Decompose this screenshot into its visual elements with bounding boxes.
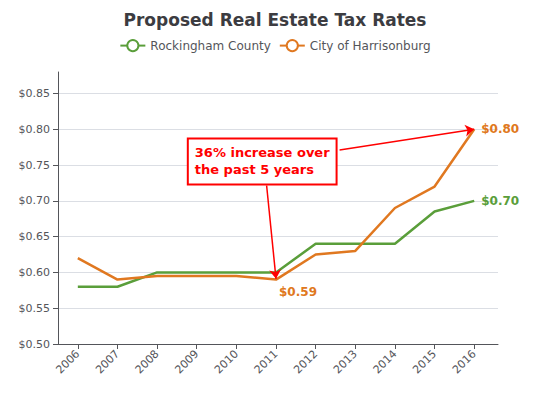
svg-text:$0.59: $0.59 [279, 285, 317, 299]
svg-text:2008: 2008 [133, 347, 162, 376]
svg-text:$0.85: $0.85 [19, 87, 51, 100]
svg-text:2006: 2006 [53, 347, 82, 376]
svg-text:$0.65: $0.65 [19, 230, 51, 243]
svg-text:2013: 2013 [331, 347, 360, 376]
svg-text:2011: 2011 [252, 347, 281, 376]
svg-text:the past 5 years: the past 5 years [195, 162, 314, 177]
svg-text:2014: 2014 [371, 347, 400, 376]
svg-text:2009: 2009 [172, 347, 201, 376]
svg-text:2016: 2016 [450, 347, 479, 376]
svg-text:$0.50: $0.50 [19, 338, 51, 351]
svg-text:2007: 2007 [93, 347, 122, 376]
svg-text:City of Harrisonburg: City of Harrisonburg [310, 39, 431, 53]
svg-text:$0.55: $0.55 [19, 302, 51, 315]
svg-text:$0.70: $0.70 [19, 194, 51, 207]
svg-text:Proposed Real Estate Tax Rates: Proposed Real Estate Tax Rates [124, 10, 427, 30]
svg-text:$0.60: $0.60 [19, 266, 51, 279]
svg-text:2010: 2010 [212, 347, 241, 376]
svg-text:Rockingham County: Rockingham County [150, 39, 270, 53]
svg-text:2012: 2012 [291, 347, 320, 376]
svg-text:36% increase over: 36% increase over [195, 145, 330, 160]
svg-text:$0.80: $0.80 [19, 123, 51, 136]
svg-text:$0.75: $0.75 [19, 159, 51, 172]
svg-text:$0.80: $0.80 [481, 122, 519, 136]
svg-text:$0.70: $0.70 [481, 194, 519, 208]
svg-text:2015: 2015 [410, 347, 439, 376]
